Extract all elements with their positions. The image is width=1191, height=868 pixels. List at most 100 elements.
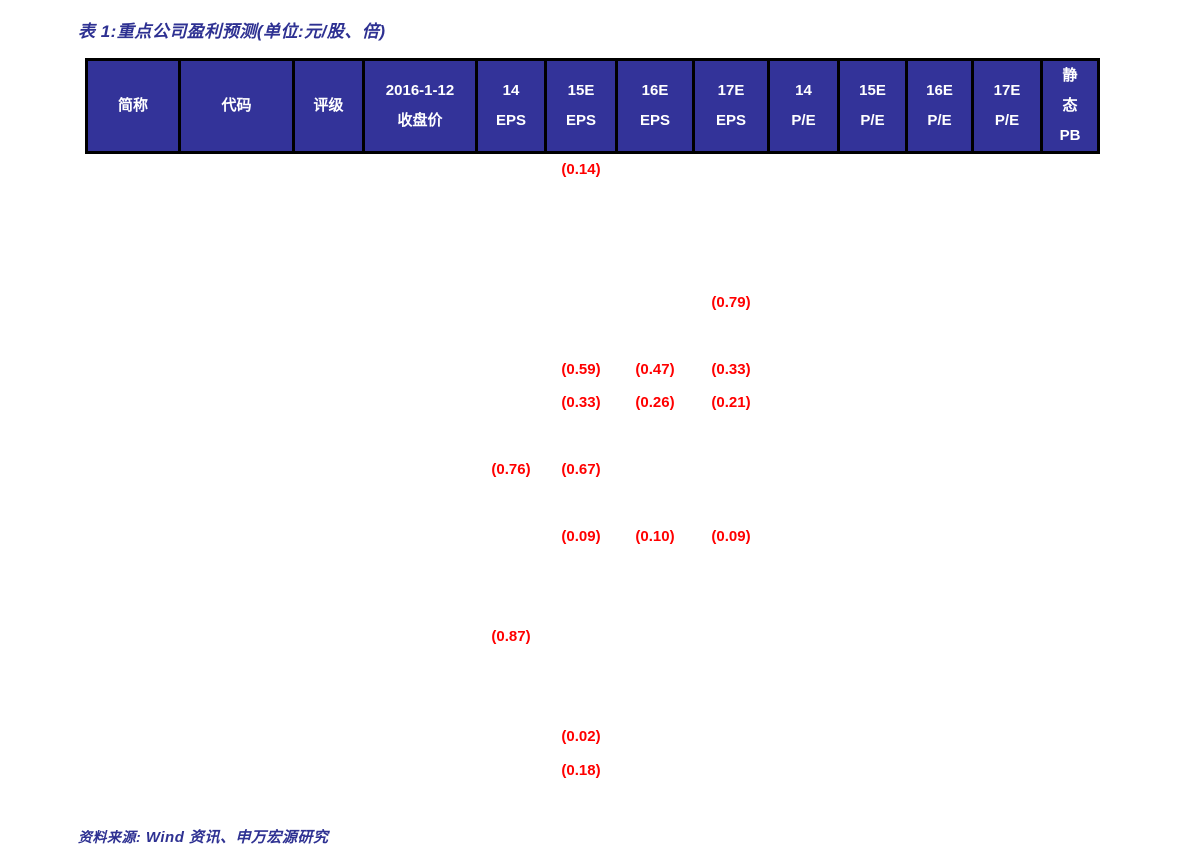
cell-code — [180, 754, 294, 787]
cell-eps17e — [694, 420, 769, 453]
cell-pb — [1042, 653, 1099, 686]
table-row — [87, 219, 1099, 252]
cell-code — [180, 286, 294, 319]
cell-close — [364, 720, 477, 753]
cell-rating — [294, 353, 364, 386]
cell-close — [364, 486, 477, 519]
cell-pe16e — [907, 153, 973, 186]
cell-code — [180, 386, 294, 419]
cell-name — [87, 186, 180, 219]
source-note-text: Wind 资讯、申万宏源研究 — [145, 829, 329, 846]
cell-pe17e — [973, 153, 1042, 186]
cell-pe16e — [907, 253, 973, 286]
cell-eps14 — [477, 486, 546, 519]
cell-pe14 — [769, 754, 839, 787]
cell-eps15e: (0.14) — [561, 161, 601, 179]
cell-eps15e: (0.02) — [561, 728, 601, 746]
cell-close — [364, 319, 477, 352]
cell-eps16e — [617, 553, 694, 586]
cell-pe15e — [839, 754, 907, 787]
cell-pe14 — [769, 186, 839, 219]
cell-code — [180, 486, 294, 519]
cell-rating — [294, 386, 364, 419]
table-row — [87, 253, 1099, 286]
cell-pe15e — [839, 253, 907, 286]
cell-pe14 — [769, 386, 839, 419]
cell-pe17e — [973, 353, 1042, 386]
table-row — [87, 553, 1099, 586]
cell-rating — [294, 620, 364, 653]
cell-eps14 — [477, 420, 546, 453]
cell-code — [180, 553, 294, 586]
cell-close — [364, 219, 477, 252]
cell-eps14 — [477, 587, 546, 620]
cell-eps14 — [477, 553, 546, 586]
cell-eps15e: (0.18) — [561, 761, 601, 779]
cell-code — [180, 453, 294, 486]
cell-name — [87, 153, 180, 186]
cell-pe16e — [907, 486, 973, 519]
cell-pb — [1042, 754, 1099, 787]
cell-pe17e — [973, 453, 1042, 486]
col-header-code: 代码 — [178, 58, 295, 154]
cell-rating — [294, 219, 364, 252]
cell-eps15e: (0.09) — [561, 527, 601, 545]
cell-eps14: (0.87) — [491, 628, 531, 646]
cell-eps14 — [477, 353, 546, 386]
table-row — [87, 587, 1099, 620]
cell-pe14 — [769, 353, 839, 386]
cell-code — [180, 620, 294, 653]
cell-pe14 — [769, 553, 839, 586]
cell-pe15e — [839, 286, 907, 319]
cell-pe17e — [973, 720, 1042, 753]
cell-close — [364, 587, 477, 620]
table-row: (0.59) (0.47) (0.33) — [87, 353, 1099, 386]
cell-eps15e — [546, 486, 617, 519]
cell-rating — [294, 553, 364, 586]
col-header-close: 2016-1-12 收盘价 — [362, 58, 478, 154]
cell-name — [87, 319, 180, 352]
cell-pb — [1042, 453, 1099, 486]
cell-eps16e: (0.47) — [635, 361, 675, 379]
table-row: (0.18) — [87, 754, 1099, 787]
cell-eps14 — [477, 186, 546, 219]
cell-pe15e — [839, 653, 907, 686]
table-row — [87, 420, 1099, 453]
cell-eps17e: (0.79) — [711, 294, 751, 312]
cell-pe15e — [839, 520, 907, 553]
cell-close — [364, 153, 477, 186]
cell-eps16e: (0.26) — [635, 394, 675, 412]
cell-name — [87, 420, 180, 453]
source-note: 资料来源: Wind 资讯、申万宏源研究 — [78, 826, 329, 847]
col-header-eps14: 14 EPS — [475, 58, 547, 154]
earnings-forecast-table: 简称 代码 评级 2016-1-12 收盘价 14 EPS 15E EPS 16E EPS 1… — [85, 58, 1100, 787]
cell-eps16e — [617, 486, 694, 519]
col-header-pe14: 14 P/E — [767, 58, 840, 154]
cell-code — [180, 420, 294, 453]
col-header-eps15e: 15E EPS — [544, 58, 618, 154]
cell-name — [87, 486, 180, 519]
cell-code — [180, 319, 294, 352]
col-header-pe15e: 15E P/E — [837, 58, 908, 154]
table-title: 表 1:重点公司盈利预测(单位:元/股、倍) — [78, 22, 386, 41]
cell-pe17e — [973, 553, 1042, 586]
table-header: 简称 代码 评级 2016-1-12 收盘价 14 EPS 15E EPS 16E EPS 1… — [85, 58, 1100, 154]
cell-eps14 — [477, 687, 546, 720]
cell-pe17e — [973, 420, 1042, 453]
cell-code — [180, 720, 294, 753]
cell-eps16e: (0.10) — [635, 527, 675, 545]
table-row — [87, 186, 1099, 219]
cell-pe15e — [839, 553, 907, 586]
cell-eps15e — [546, 687, 617, 720]
cell-pb — [1042, 553, 1099, 586]
cell-pe16e — [907, 587, 973, 620]
table-row: (0.14) — [87, 153, 1099, 186]
cell-rating — [294, 486, 364, 519]
cell-eps15e — [546, 219, 617, 252]
cell-eps14 — [477, 253, 546, 286]
cell-rating — [294, 186, 364, 219]
cell-name — [87, 353, 180, 386]
cell-pe14 — [769, 153, 839, 186]
cell-pe14 — [769, 687, 839, 720]
cell-pe17e — [973, 620, 1042, 653]
